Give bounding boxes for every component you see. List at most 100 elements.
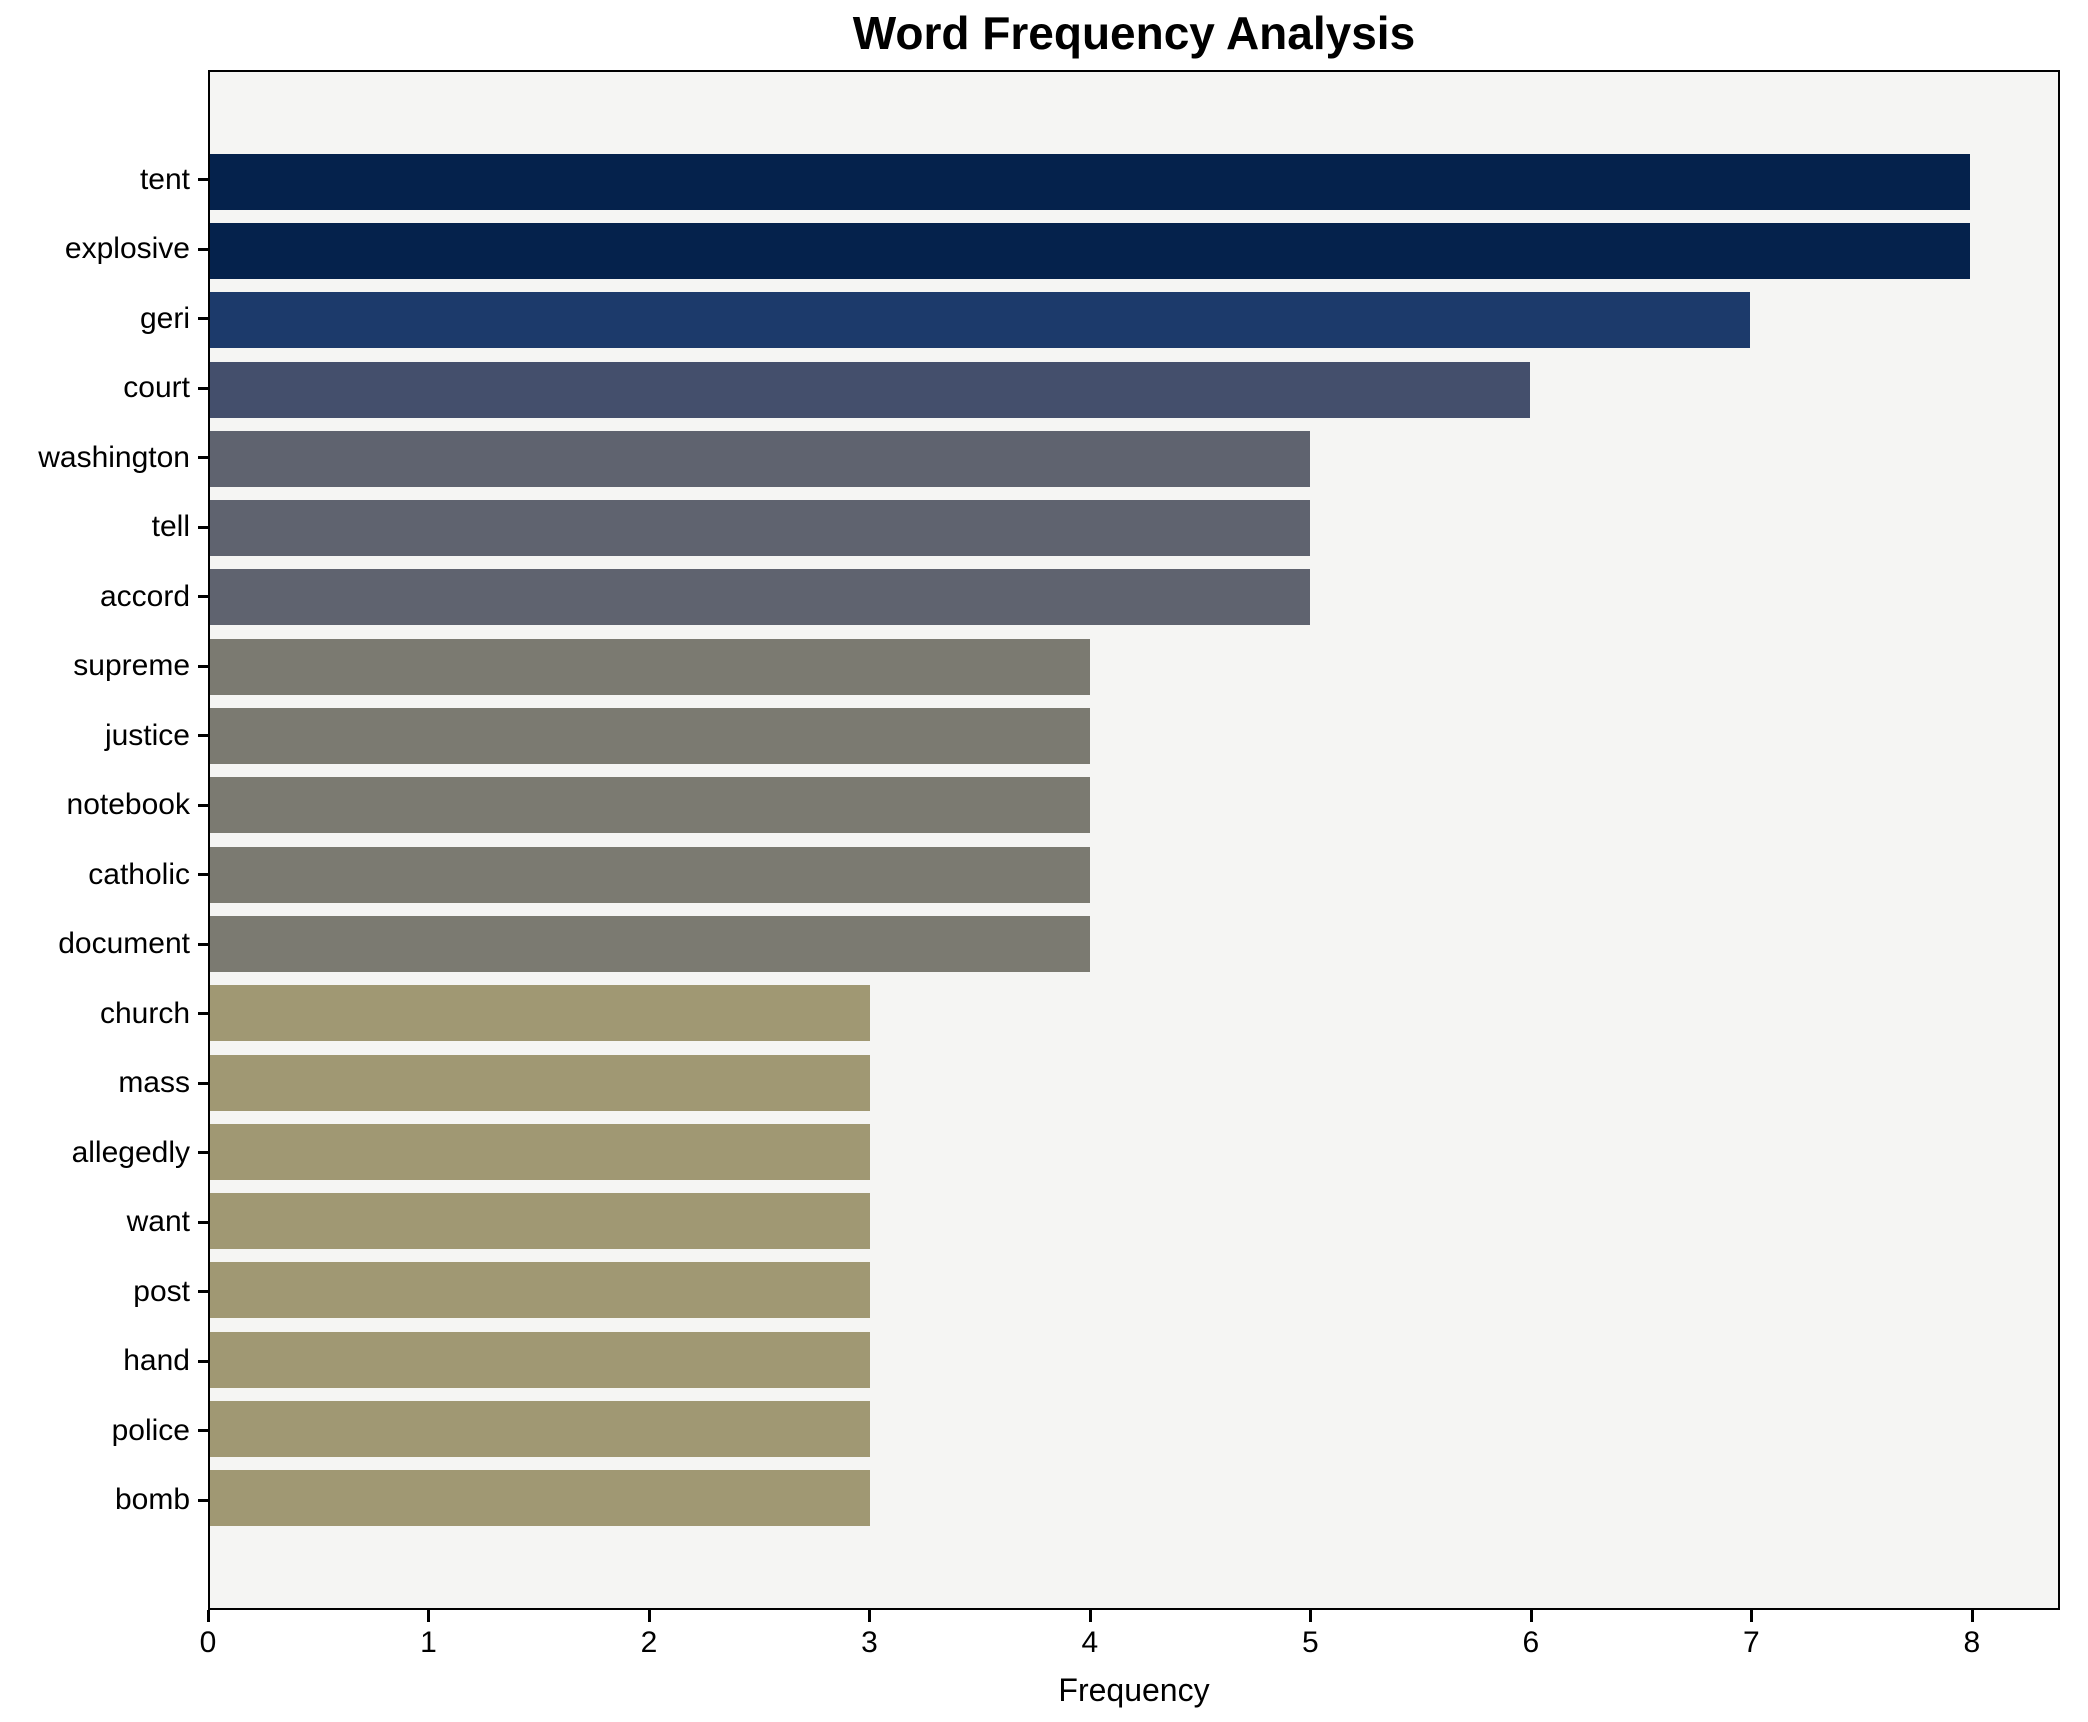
y-tick-mark [198, 317, 208, 321]
y-tick-mark [198, 1359, 208, 1363]
y-tick-mark [198, 386, 208, 390]
bar-tent [210, 153, 1970, 210]
x-axis: 0 1 2 3 4 5 6 7 8 [200, 1610, 2060, 1690]
y-tick-label: mass [118, 1066, 190, 1100]
bar-row [210, 1048, 2058, 1117]
x-tick-label: 2 [640, 1626, 658, 1659]
bar-notebook [210, 777, 1090, 834]
bar-court [210, 361, 1530, 418]
y-tick-mark [198, 178, 208, 182]
bar-want [210, 1193, 870, 1250]
x-tick-label: 5 [1302, 1626, 1319, 1659]
y-tick-label: church [99, 996, 190, 1030]
bar-row [210, 216, 2058, 285]
y-tick-label: washington [38, 440, 190, 474]
y-tick-label: bomb [114, 1483, 190, 1517]
y-tick-label: accord [99, 579, 190, 613]
x-tick-mark [1309, 1610, 1313, 1622]
y-tick-row: court [0, 354, 208, 424]
x-tick-mark [427, 1610, 431, 1622]
y-tick-row: geri [0, 284, 208, 354]
x-tick-mark [1970, 1610, 1974, 1622]
x-tick-label: 8 [1963, 1626, 1981, 1659]
y-tick-mark [198, 942, 208, 946]
y-tick-mark [198, 664, 208, 668]
x-tick-label: 7 [1742, 1626, 1760, 1659]
y-tick-row: bomb [0, 1466, 208, 1536]
y-tick-row: allegedly [0, 1118, 208, 1188]
y-tick-label: allegedly [71, 1135, 190, 1169]
x-tick-mark [647, 1610, 651, 1622]
y-tick-label: want [126, 1205, 190, 1239]
y-tick-row: supreme [0, 632, 208, 702]
bar-row [210, 909, 2058, 978]
y-tick-mark [198, 456, 208, 460]
y-tick-mark [198, 1012, 208, 1016]
y-tick-mark [198, 1151, 208, 1155]
bar-mass [210, 1054, 870, 1111]
y-tick-row: hand [0, 1327, 208, 1397]
x-tick-mark [868, 1610, 872, 1622]
bar-document [210, 915, 1090, 972]
bar-row [210, 147, 2058, 216]
bar-row [210, 493, 2058, 562]
bar-row [210, 1325, 2058, 1394]
y-tick-row: police [0, 1396, 208, 1466]
bar-tell [210, 500, 1310, 557]
y-tick-mark [198, 595, 208, 599]
x-tick-label: 3 [861, 1626, 878, 1659]
y-tick-mark [198, 734, 208, 738]
y-tick-mark [198, 525, 208, 529]
y-tick-row: post [0, 1257, 208, 1327]
bar-accord [210, 569, 1310, 626]
y-tick-row: document [0, 910, 208, 980]
x-tick-mark [1750, 1610, 1754, 1622]
y-tick-label: tell [151, 510, 190, 544]
bar-row [210, 840, 2058, 909]
bar-hand [210, 1331, 870, 1388]
bar-bomb [210, 1470, 870, 1527]
y-tick-row: church [0, 979, 208, 1049]
plot-area [208, 70, 2060, 1610]
x-tick-label: 1 [420, 1626, 437, 1659]
y-tick-label: court [123, 371, 190, 405]
chart-title: Word Frequency Analysis [852, 7, 1416, 59]
bar-row [210, 424, 2058, 493]
y-tick-label: justice [104, 718, 190, 752]
bar-row [210, 1256, 2058, 1325]
bar-church [210, 985, 870, 1042]
y-tick-label: geri [139, 301, 190, 335]
x-tick-mark [1529, 1610, 1533, 1622]
y-tick-row: washington [0, 423, 208, 493]
bar-catholic [210, 846, 1090, 903]
y-tick-row: notebook [0, 771, 208, 841]
y-tick-row: mass [0, 1049, 208, 1119]
bar-geri [210, 292, 1750, 349]
y-tick-label: notebook [66, 788, 190, 822]
bar-justice [210, 708, 1090, 765]
y-tick-label: supreme [73, 649, 190, 683]
x-tick-mark [1088, 1610, 1092, 1622]
y-tick-mark [198, 803, 208, 807]
bar-row [210, 1394, 2058, 1463]
y-tick-mark [198, 1081, 208, 1085]
y-tick-label: post [133, 1274, 190, 1308]
y-tick-row: tent [0, 145, 208, 215]
y-tick-label: hand [123, 1344, 190, 1378]
bar-row [210, 701, 2058, 770]
y-tick-row: explosive [0, 215, 208, 285]
y-tick-label: catholic [88, 857, 190, 891]
y-tick-label: tent [139, 162, 190, 196]
bar-row [210, 632, 2058, 701]
bar-row [210, 286, 2058, 355]
x-axis-label: Frequency [1058, 1672, 1210, 1708]
bar-washington [210, 430, 1310, 487]
y-tick-mark [198, 1429, 208, 1433]
y-tick-row: accord [0, 562, 208, 632]
y-tick-row: catholic [0, 840, 208, 910]
bar-post [210, 1262, 870, 1319]
y-tick-label: police [111, 1413, 190, 1447]
bar-allegedly [210, 1123, 870, 1180]
x-tick-label: 6 [1522, 1626, 1540, 1659]
bar-row [210, 1464, 2058, 1533]
